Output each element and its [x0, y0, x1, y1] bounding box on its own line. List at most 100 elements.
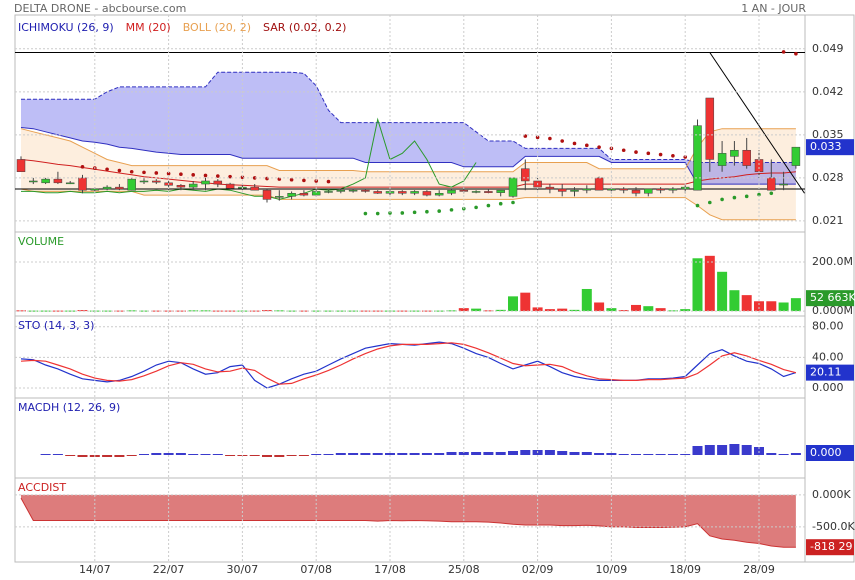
bar	[40, 454, 51, 455]
sar-dot	[621, 148, 626, 153]
candle-body	[225, 183, 235, 189]
panel-frame	[14, 397, 806, 479]
panel	[20, 494, 796, 548]
panel	[16, 255, 801, 312]
sar-dot	[449, 208, 454, 212]
bar	[655, 308, 666, 312]
bar	[557, 451, 568, 455]
sar-dot	[216, 174, 220, 178]
bar	[692, 258, 703, 312]
boll-band	[21, 128, 796, 220]
candle-body	[656, 188, 665, 191]
bar	[790, 298, 801, 312]
bar	[397, 310, 408, 312]
span-b	[20, 127, 796, 185]
sar-dot	[781, 50, 786, 54]
candle-body	[287, 193, 296, 197]
bar	[692, 446, 703, 455]
y-tick-label: 200.0M	[812, 255, 853, 268]
value-box-label: 52 663K	[810, 291, 855, 304]
bar	[274, 455, 285, 457]
y-tick-label: 0.028	[812, 171, 844, 184]
candle-body	[53, 178, 63, 184]
bar	[778, 302, 789, 312]
y-tick-label: 0.000K	[812, 488, 851, 501]
chikou-line	[21, 117, 477, 200]
bar	[77, 455, 88, 457]
candle-body	[188, 183, 198, 188]
bar	[520, 450, 531, 455]
bar	[569, 452, 580, 455]
candle-body	[41, 178, 50, 184]
mm-line	[20, 159, 796, 188]
sar-dot	[671, 153, 675, 158]
bar	[65, 455, 76, 456]
sar-dot	[498, 201, 503, 206]
bar	[372, 310, 383, 312]
bar	[643, 454, 654, 455]
bar	[790, 453, 801, 455]
bar	[766, 301, 777, 312]
y-tick-label: 0.042	[812, 85, 844, 98]
candle-body	[373, 191, 382, 194]
candle-body	[250, 186, 259, 191]
bar	[741, 445, 752, 455]
candle-body	[742, 149, 751, 166]
value-box	[806, 364, 854, 381]
candle-body	[471, 191, 481, 193]
candle-body	[152, 180, 161, 183]
bar	[409, 453, 420, 455]
bar	[52, 310, 63, 312]
panel-title: STO (14, 3, 3)	[18, 319, 94, 332]
candle-body	[582, 188, 592, 191]
x-tick-label: 02/09	[522, 563, 554, 576]
legend-entry: SAR (0.02, 0.2)	[263, 21, 346, 34]
bar	[544, 450, 555, 455]
bar	[65, 310, 76, 312]
candle-body	[607, 188, 616, 191]
bar	[729, 290, 740, 312]
sar-dot	[769, 191, 774, 196]
bar	[409, 310, 420, 312]
bar	[766, 453, 777, 455]
candle-body	[693, 125, 702, 191]
sar-dot	[695, 203, 700, 208]
bar	[680, 309, 691, 312]
period: 1 AN - JOUR	[741, 2, 806, 15]
bar	[741, 295, 752, 312]
candle-body	[201, 180, 210, 185]
candle-body	[78, 177, 87, 191]
candle-body	[705, 97, 715, 160]
bar	[286, 455, 297, 456]
bar	[52, 454, 63, 455]
sar-dot	[400, 211, 405, 215]
sar-dot	[252, 176, 257, 180]
x-tick-label: 17/08	[374, 563, 406, 576]
bar	[188, 454, 199, 455]
bar	[225, 310, 236, 312]
bar	[532, 307, 543, 312]
candle-body	[139, 180, 149, 183]
y-tick-label: 0.035	[812, 128, 844, 141]
bar	[262, 455, 272, 457]
sar-dot	[646, 151, 651, 156]
candle-body	[422, 191, 432, 196]
bar	[102, 455, 113, 457]
bar	[631, 304, 641, 312]
bar	[28, 310, 39, 312]
panel-title: ACCDIST	[18, 481, 66, 494]
bar	[114, 455, 125, 457]
bar	[434, 453, 445, 455]
accdist-area	[21, 494, 796, 548]
bar	[225, 455, 236, 456]
sar-dot	[166, 171, 171, 176]
y-tick-label: 80.00	[812, 320, 844, 333]
sar-dot	[302, 178, 306, 183]
candle-body	[496, 189, 505, 193]
y-tick-label: 0.049	[812, 42, 844, 55]
panel	[40, 444, 801, 457]
span-a	[21, 71, 796, 163]
bar	[385, 453, 395, 455]
bar	[163, 453, 174, 455]
